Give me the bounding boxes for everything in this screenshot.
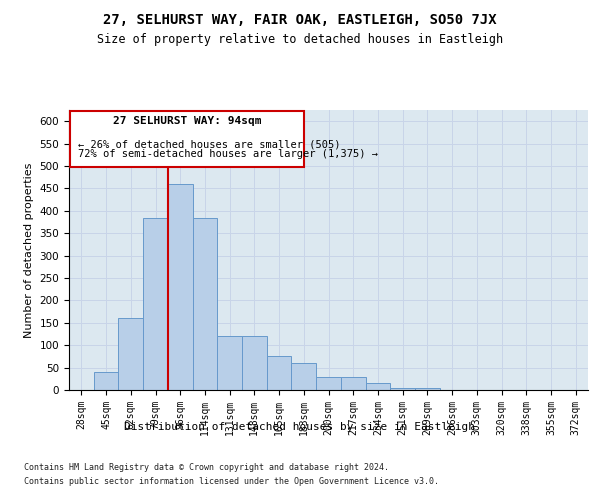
Bar: [143, 218, 168, 390]
Bar: [267, 356, 292, 390]
Text: Distribution of detached houses by size in Eastleigh: Distribution of detached houses by size …: [125, 422, 476, 432]
Bar: [217, 336, 242, 390]
Text: Size of property relative to detached houses in Eastleigh: Size of property relative to detached ho…: [97, 32, 503, 46]
Bar: [94, 372, 118, 390]
Text: 72% of semi-detached houses are larger (1,375) →: 72% of semi-detached houses are larger (…: [77, 148, 377, 158]
Bar: [292, 363, 316, 390]
Bar: [168, 184, 193, 390]
Bar: [365, 384, 390, 390]
Text: 27 SELHURST WAY: 94sqm: 27 SELHURST WAY: 94sqm: [113, 116, 261, 126]
FancyBboxPatch shape: [70, 112, 304, 168]
Bar: [341, 376, 365, 390]
Text: Contains public sector information licensed under the Open Government Licence v3: Contains public sector information licen…: [24, 478, 439, 486]
Bar: [390, 388, 415, 390]
Bar: [415, 388, 440, 390]
Bar: [242, 336, 267, 390]
Bar: [193, 218, 217, 390]
Text: 27, SELHURST WAY, FAIR OAK, EASTLEIGH, SO50 7JX: 27, SELHURST WAY, FAIR OAK, EASTLEIGH, S…: [103, 12, 497, 26]
Bar: [316, 376, 341, 390]
Bar: [118, 318, 143, 390]
Text: Contains HM Land Registry data © Crown copyright and database right 2024.: Contains HM Land Registry data © Crown c…: [24, 462, 389, 471]
Y-axis label: Number of detached properties: Number of detached properties: [24, 162, 34, 338]
Text: ← 26% of detached houses are smaller (505): ← 26% of detached houses are smaller (50…: [77, 140, 340, 149]
